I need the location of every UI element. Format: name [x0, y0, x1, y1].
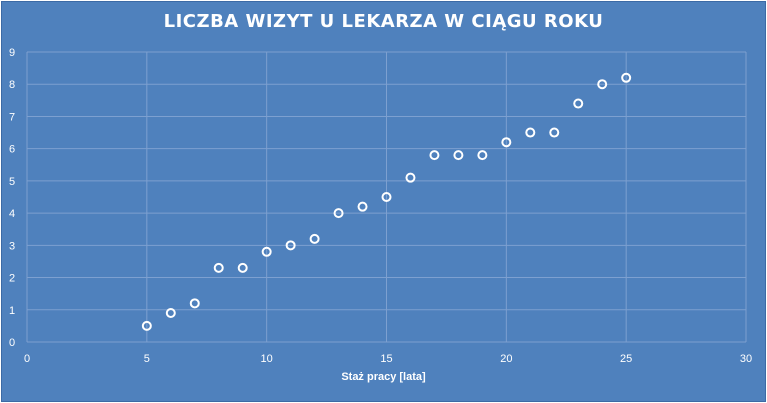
data-point	[429, 150, 440, 161]
data-point	[141, 320, 152, 331]
data-point	[501, 137, 512, 148]
data-point	[597, 79, 608, 90]
data-point	[453, 150, 464, 161]
data-point	[573, 98, 584, 109]
y-tick-label: 7	[9, 111, 15, 123]
data-point	[621, 72, 632, 83]
data-point	[477, 150, 488, 161]
y-tick-label: 3	[9, 240, 15, 252]
y-tick-label: 1	[9, 305, 15, 317]
grid-layer	[26, 51, 747, 343]
data-point	[237, 262, 248, 273]
data-points	[141, 72, 632, 331]
data-point	[549, 127, 560, 138]
data-point	[309, 233, 320, 244]
y-tick-label: 8	[9, 79, 15, 91]
y-tick-label: 6	[9, 144, 15, 156]
data-point	[189, 298, 200, 309]
data-point	[165, 308, 176, 318]
y-tick-label: 9	[9, 47, 15, 59]
data-point	[381, 192, 392, 202]
data-point	[261, 246, 272, 257]
y-tick-label: 4	[9, 208, 15, 220]
y-tick-label: 2	[9, 273, 15, 285]
x-axis-label: Staż pracy [lata]	[341, 371, 426, 383]
data-point	[525, 127, 536, 138]
x-tick-label: 10	[261, 353, 273, 365]
x-tick-label: 20	[500, 353, 512, 365]
data-point	[285, 240, 296, 251]
data-point	[213, 262, 224, 273]
x-tick-label: 15	[380, 353, 392, 365]
x-tick-label: 25	[620, 353, 632, 365]
chart-title: LICZBA WIZYT U LEKARZA W CIĄGU ROKU	[163, 11, 604, 32]
y-tick-label: 5	[9, 176, 15, 188]
data-point	[405, 172, 416, 183]
x-tick-label: 30	[740, 353, 752, 365]
y-tick-label: 0	[9, 337, 15, 349]
data-point	[357, 201, 368, 212]
x-tick-label: 5	[144, 353, 150, 365]
x-tick-label: 0	[24, 353, 30, 365]
data-point	[333, 208, 344, 219]
tick-labels: 0 1 2 3 4 5 6 7 8 9 0 5 10 15 20 25 30	[9, 47, 752, 365]
